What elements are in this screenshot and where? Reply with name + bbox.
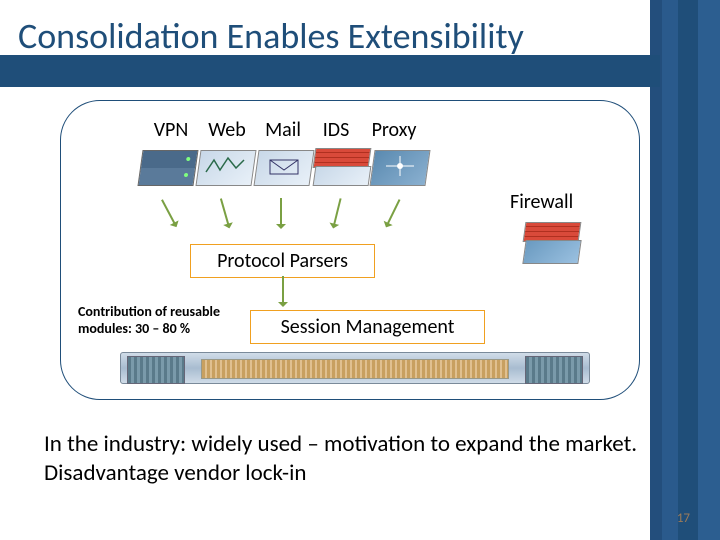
session-management-box: Session Management bbox=[250, 310, 485, 344]
arrow-icon bbox=[280, 198, 282, 228]
label-proxy: Proxy bbox=[366, 118, 422, 142]
arrow-icon bbox=[282, 276, 284, 306]
vpn-icon bbox=[140, 148, 196, 190]
firewall-label: Firewall bbox=[510, 190, 573, 214]
appliance-icons bbox=[140, 148, 428, 190]
label-mail: Mail bbox=[260, 118, 306, 142]
ids-icon bbox=[314, 148, 370, 190]
web-icon bbox=[198, 148, 254, 190]
contribution-text: Contribution of reusable modules: 30 – 8… bbox=[78, 304, 248, 338]
firewall-icon bbox=[524, 222, 580, 266]
proxy-icon bbox=[372, 148, 428, 190]
title-underline-bar bbox=[0, 55, 660, 87]
label-vpn: VPN bbox=[148, 118, 194, 142]
page-number: 17 bbox=[677, 511, 690, 526]
chassis-icon bbox=[120, 352, 590, 384]
slide-title: Consolidation Enables Extensibility bbox=[18, 14, 524, 58]
label-ids: IDS bbox=[316, 118, 356, 142]
protocol-parsers-box: Protocol Parsers bbox=[190, 244, 375, 278]
slide-body-text: In the industry: widely used – motivatio… bbox=[44, 430, 674, 488]
label-web: Web bbox=[204, 118, 250, 142]
appliance-labels: VPN Web Mail IDS Proxy bbox=[148, 118, 422, 142]
mail-icon bbox=[256, 148, 312, 190]
